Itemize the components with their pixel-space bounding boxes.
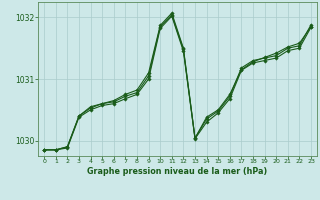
X-axis label: Graphe pression niveau de la mer (hPa): Graphe pression niveau de la mer (hPa) xyxy=(87,167,268,176)
